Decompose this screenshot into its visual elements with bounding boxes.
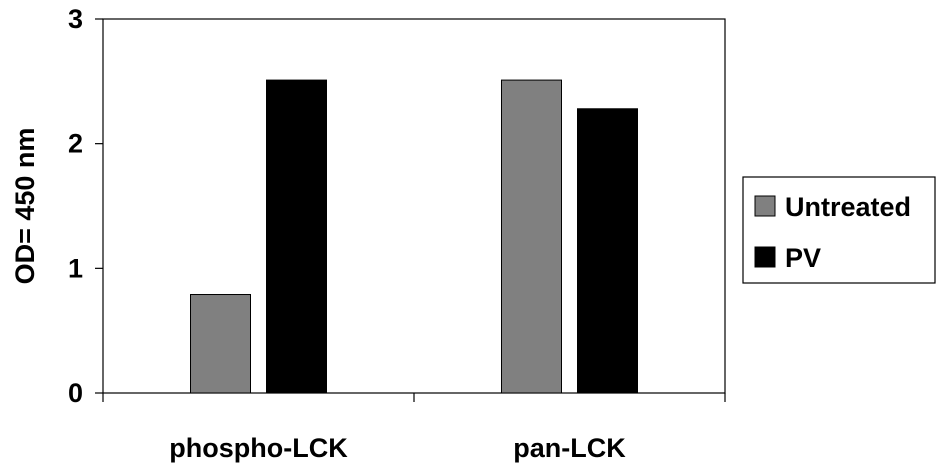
labels-layer: 0 1 2 3 phospho-LCK pan-LCK OD= 450 nm xyxy=(10,4,626,463)
bar-pv-phospho-lck xyxy=(266,79,327,394)
legend-swatch xyxy=(754,246,776,268)
bar-untreated-pan-lck xyxy=(501,79,562,394)
y-tick-label: 0 xyxy=(68,378,83,408)
bar-untreated-phospho-lck xyxy=(190,294,251,394)
legend-label: Untreated xyxy=(785,192,911,222)
y-tick-label: 3 xyxy=(68,4,83,34)
y-tick-label: 2 xyxy=(68,129,83,159)
x-category-label: phospho-LCK xyxy=(169,433,348,463)
axes-layer xyxy=(95,18,726,402)
y-tick-label: 1 xyxy=(68,253,83,283)
y-axis-label: OD= 450 nm xyxy=(10,128,40,285)
legend: Untreated PV xyxy=(742,176,936,284)
bar-pv-pan-lck xyxy=(577,108,638,394)
bars-layer xyxy=(190,79,638,394)
x-category-label: pan-LCK xyxy=(513,433,626,463)
legend-swatch xyxy=(754,195,776,217)
legend-label: PV xyxy=(785,243,821,273)
